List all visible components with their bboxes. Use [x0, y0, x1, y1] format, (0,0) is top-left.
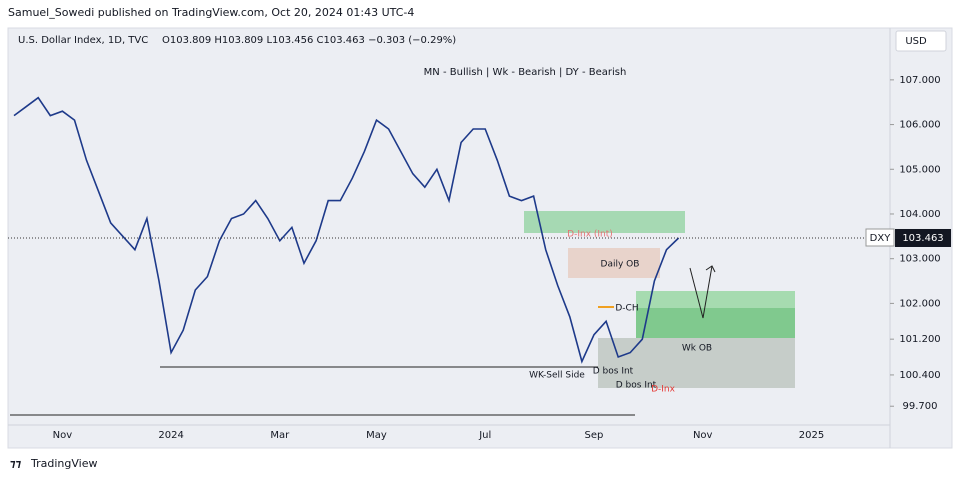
- arrow: [689, 265, 713, 319]
- annotation: D bos Int: [616, 381, 657, 391]
- y-tick-label: 107.000: [899, 75, 940, 86]
- brand-logo: ⁊⁊: [10, 457, 22, 470]
- annotation: WK-Sell Side: [529, 371, 585, 381]
- x-tick-label: May: [366, 430, 387, 441]
- last-price-tag: [895, 228, 951, 247]
- symbol-title: U.S. Dollar Index, 1D, TVC: [18, 35, 148, 46]
- symbol-label: DXY: [870, 233, 892, 244]
- y-tick-label: 103.000: [899, 254, 940, 265]
- price-line: [13, 96, 680, 364]
- ohlc: O103.809 H103.809 L103.456 C103.463 −0.3…: [162, 35, 456, 46]
- x-tick-label: 2024: [158, 430, 183, 441]
- y-tick-label: 106.000: [899, 120, 940, 131]
- annotation: D bos Int: [593, 367, 634, 377]
- x-tick-label: Mar: [270, 430, 290, 441]
- y-tick-label: 104.000: [899, 209, 940, 220]
- y-tick-label: 100.400: [899, 370, 940, 381]
- arrow-head: [705, 265, 716, 273]
- y-tick-label: 101.200: [899, 334, 940, 345]
- zone: [636, 308, 795, 338]
- y-tick-label: 105.000: [899, 164, 940, 175]
- x-tick-label: Sep: [585, 430, 604, 441]
- y-tick-label: 99.700: [903, 401, 938, 412]
- annotation: D-CH: [615, 304, 638, 314]
- currency: USD: [905, 36, 927, 47]
- brand: TradingView: [30, 457, 97, 470]
- annotation: D-Inx (Int): [567, 230, 613, 240]
- attribution: Samuel_Sowedi published on TradingView.c…: [8, 6, 414, 19]
- annotation: Wk OB: [682, 344, 712, 354]
- last-price-label: 103.463: [902, 233, 943, 244]
- y-tick-label: 102.000: [899, 298, 940, 309]
- zone: [524, 211, 685, 233]
- currency-button[interactable]: [895, 30, 947, 52]
- zone: [598, 338, 795, 388]
- x-tick-label: Nov: [693, 430, 713, 441]
- x-tick-label: Nov: [53, 430, 73, 441]
- annotation: D-Inx: [651, 385, 676, 395]
- symbol-tag: [865, 228, 895, 247]
- subtitle: MN - Bullish | Wk - Bearish | DY - Beari…: [424, 67, 627, 78]
- x-tick-label: 2025: [799, 430, 824, 441]
- zone: [568, 248, 660, 278]
- annotation: Daily OB: [601, 260, 640, 270]
- x-tick-label: Jul: [478, 430, 491, 441]
